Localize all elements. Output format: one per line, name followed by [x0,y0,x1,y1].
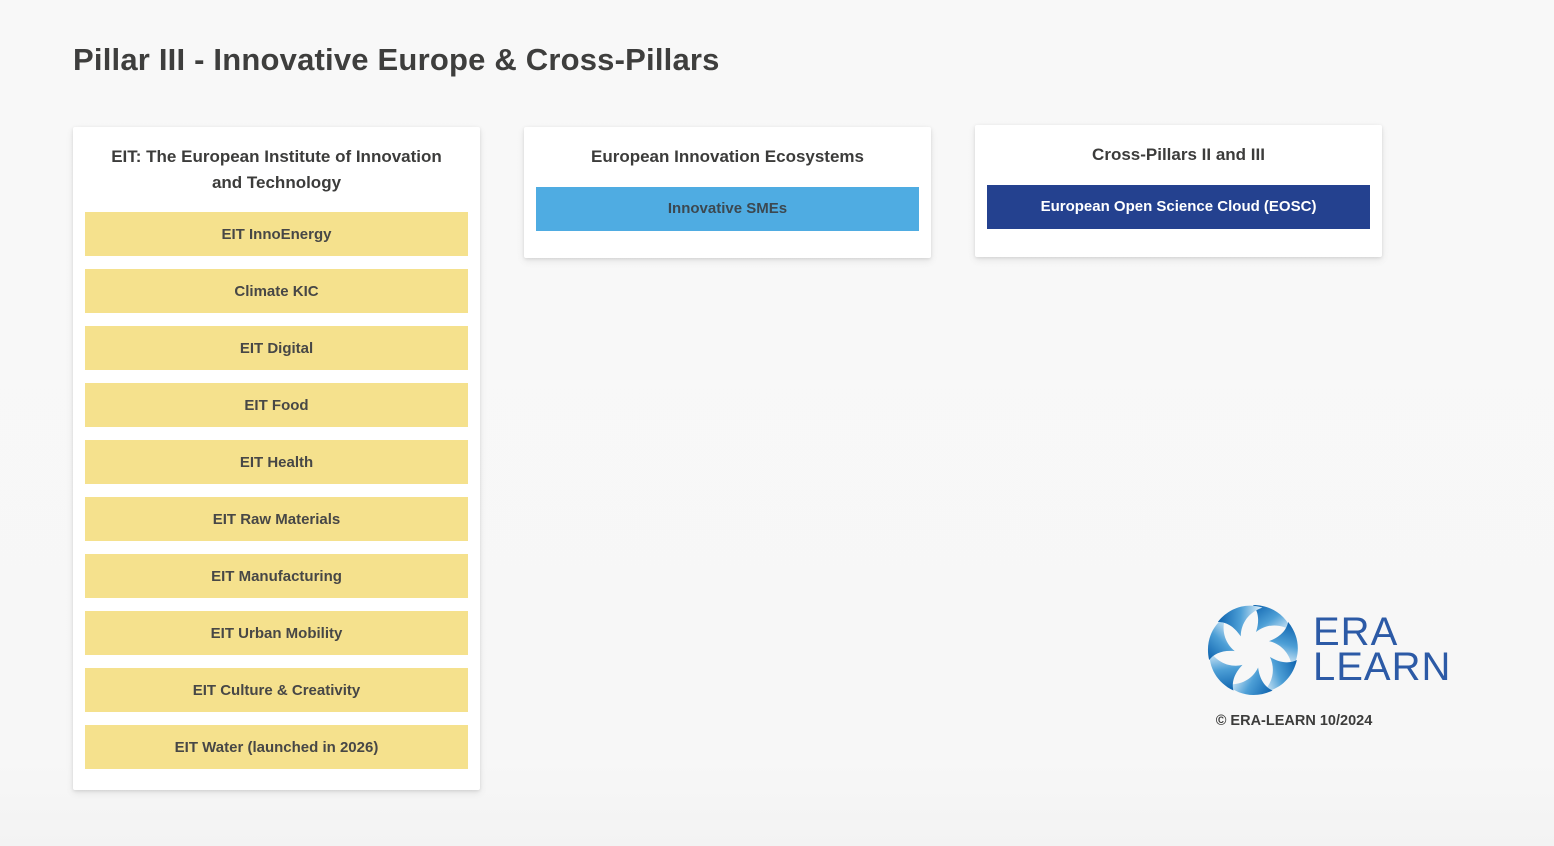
node-button[interactable]: EIT Culture & Creativity [85,668,468,712]
card-cross-pillars-title: Cross-Pillars II and III [1092,145,1265,164]
era-learn-wordmark: ERA LEARN [1313,609,1452,689]
page-title: Pillar III - Innovative Europe & Cross-P… [73,42,720,77]
card-innovation-ecosystems-node-list: Innovative SMEs [536,186,919,231]
card-innovation-ecosystems: European Innovation Ecosystems Innovativ… [524,127,931,258]
node-button[interactable]: EIT Water (launched in 2026) [85,725,468,769]
era-learn-wordmark-line2: LEARN [1313,645,1452,689]
node-button[interactable]: EIT Manufacturing [85,554,468,598]
node-button[interactable]: EIT Raw Materials [85,497,468,541]
node-button[interactable]: European Open Science Cloud (EOSC) [987,184,1370,229]
node-button[interactable]: EIT Health [85,440,468,484]
era-learn-logo: ERA LEARN [1203,598,1451,702]
card-cross-pillars: Cross-Pillars II and III European Open S… [975,125,1382,257]
node-button[interactable]: EIT Food [85,383,468,427]
copyright-text: © ERA-LEARN 10/2024 [1215,713,1373,729]
era-learn-swirl-icon [1208,605,1298,696]
era-learn-wordmark-line1: ERA [1313,609,1399,654]
node-button[interactable]: EIT Urban Mobility [85,611,468,655]
node-button[interactable]: Climate KIC [85,269,468,313]
card-cross-pillars-node-list: European Open Science Cloud (EOSC) [987,184,1370,229]
card-eit-title: EIT: The European Institute of Innovatio… [111,147,442,192]
card-eit-node-list: EIT InnoEnergy Climate KIC EIT Digital EIT … [85,212,468,769]
card-innovation-ecosystems-title: European Innovation Ecosystems [590,147,864,166]
node-button[interactable]: EIT Digital [85,326,468,370]
node-button[interactable]: Innovative SMEs [536,186,919,231]
node-button[interactable]: EIT InnoEnergy [85,212,468,256]
card-eit: EIT: The European Institute of Innovatio… [73,127,480,790]
